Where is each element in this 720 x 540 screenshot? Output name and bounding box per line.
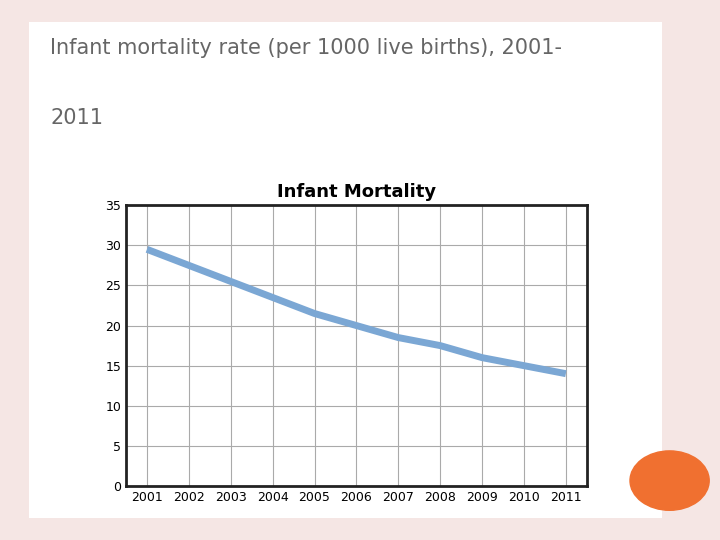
Title: Infant Mortality: Infant Mortality xyxy=(276,183,436,201)
Text: Infant mortality rate (per 1000 live births), 2001-: Infant mortality rate (per 1000 live bir… xyxy=(50,38,562,58)
Text: 2011: 2011 xyxy=(50,108,104,128)
